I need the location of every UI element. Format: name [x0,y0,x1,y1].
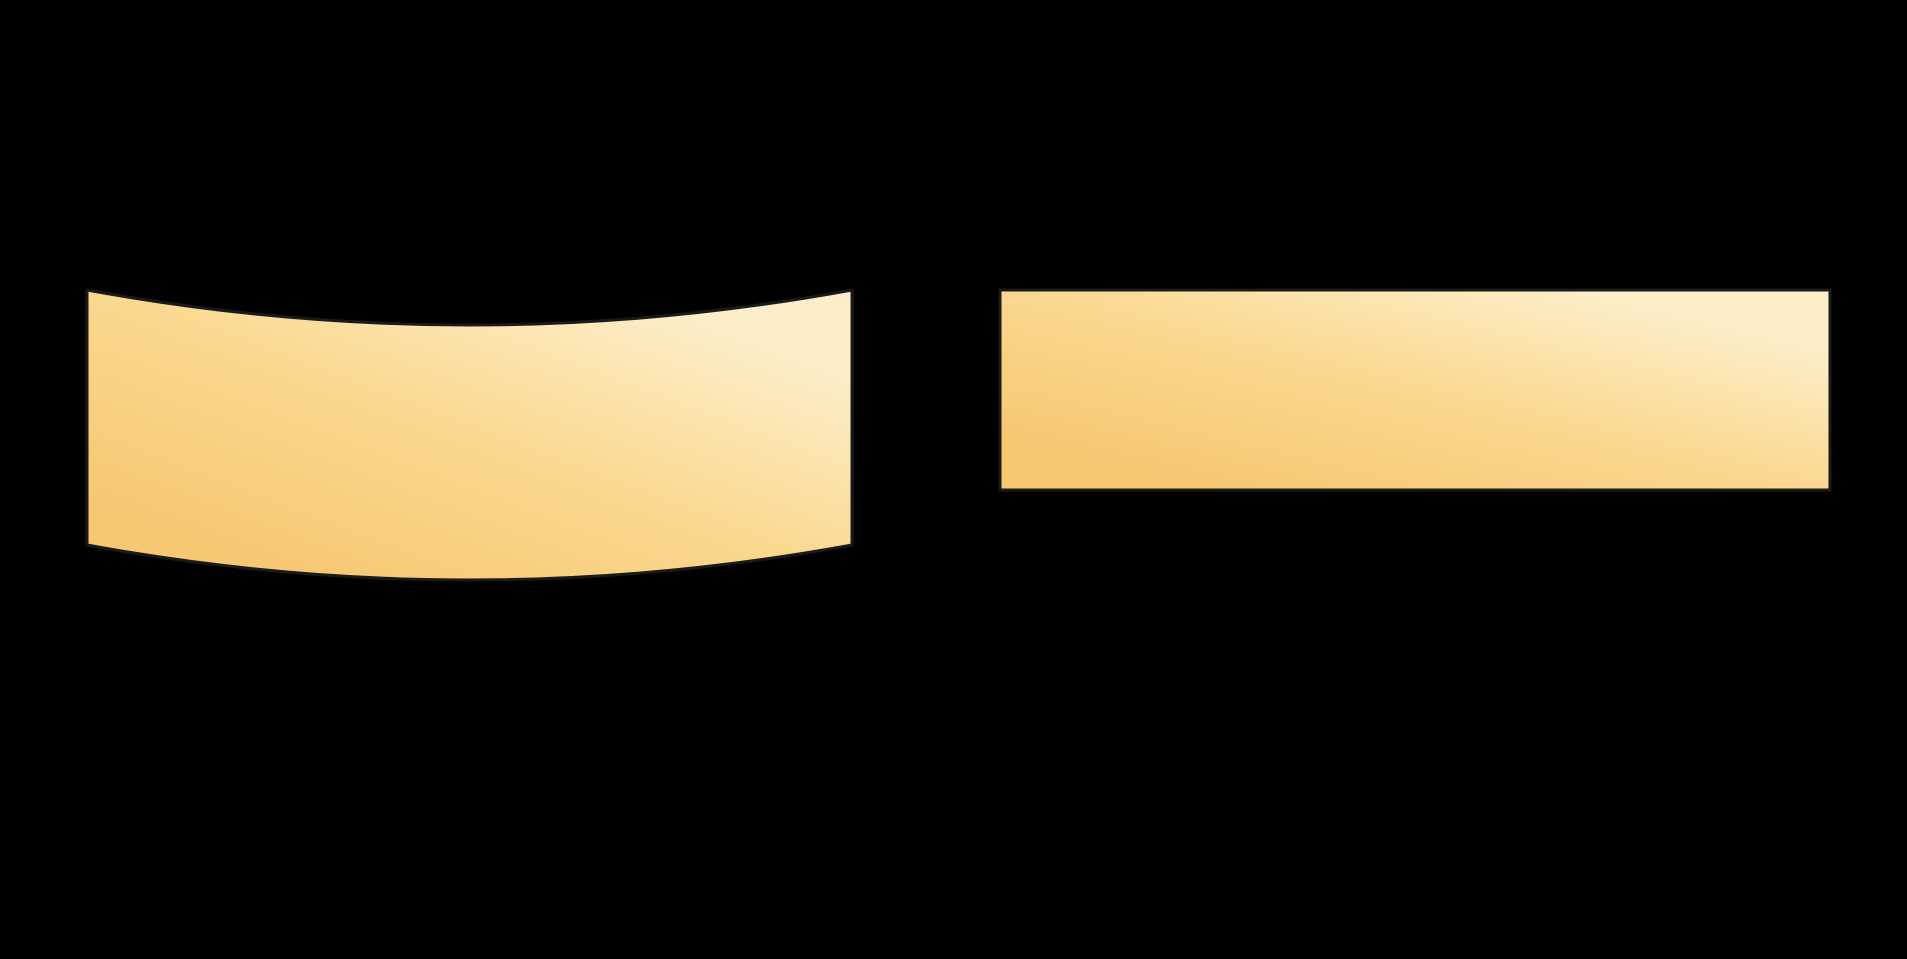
flat-rectangle-shape [1000,290,1830,490]
curved-band-shape [87,290,852,580]
shapes-svg [0,0,1907,959]
diagram-canvas [0,0,1907,959]
